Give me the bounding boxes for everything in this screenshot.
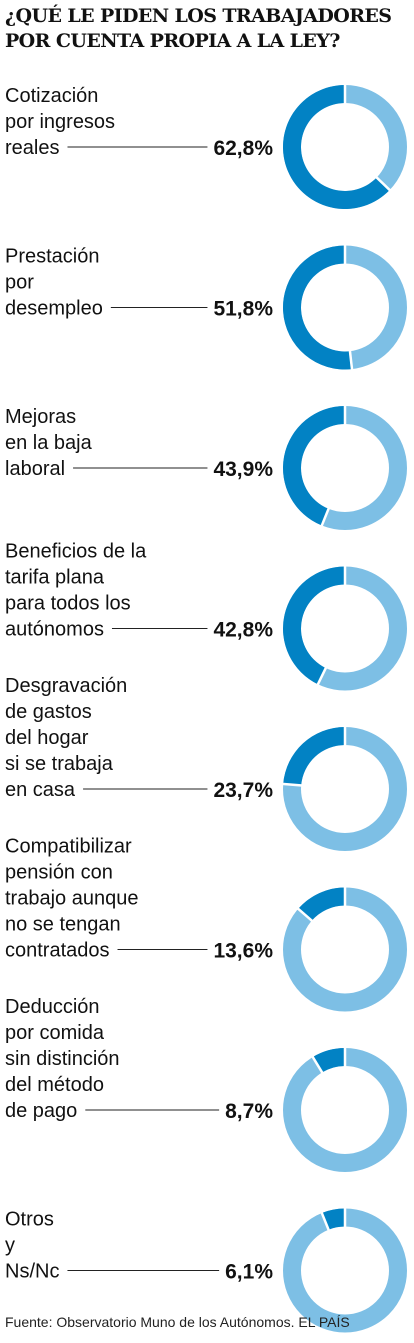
donut-value-arc <box>283 727 345 786</box>
source-credit: Fuente: Observatorio Muno de los Autónom… <box>5 1314 350 1330</box>
donut-value-arc <box>282 245 352 370</box>
category-label-line: si se trabaja <box>5 753 114 775</box>
donut-separator <box>375 175 392 192</box>
chart-title-line-2: POR CUENTA PROPIA A LA LEY? <box>5 30 340 52</box>
category-label-line: tarifa plana <box>5 567 105 589</box>
donut-separator <box>311 1055 324 1074</box>
percent-label: 51,8% <box>213 298 273 321</box>
category-label-line: contratados <box>5 940 110 962</box>
donut-value-arc <box>282 566 345 685</box>
donut-row: Compatibilizar pensión con trabajo aunque n… <box>5 836 407 1012</box>
category-label-line: Desgravación <box>5 675 127 697</box>
chart-title-line-1: ¿QUÉ LE PIDEN LOS TRABAJADORES <box>5 5 392 27</box>
category-label-line: trabajo aunque <box>5 888 138 910</box>
donut-value-arc <box>298 887 345 921</box>
percent-label: 13,6% <box>213 940 273 963</box>
category-label-line: en casa <box>5 779 76 801</box>
donut-separator <box>320 507 331 527</box>
category-label-line: autónomos <box>5 619 104 641</box>
category-label-line: sin distinción <box>5 1048 120 1070</box>
category-label-line: para todos los <box>5 593 131 615</box>
donut-separator <box>320 1211 331 1232</box>
category-label-line: del hogar <box>5 727 89 749</box>
category-label-line: de gastos <box>5 701 92 723</box>
donut-separator <box>282 782 303 787</box>
donut-row: Beneficios de la tarifa plana para todos l… <box>5 541 407 691</box>
donut-remainder-ring <box>283 1048 407 1172</box>
donut-value-arc <box>282 406 345 526</box>
category-label-line: Prestación <box>5 246 100 268</box>
category-label-line: Cotización <box>5 85 98 107</box>
percent-label: 62,8% <box>213 137 273 160</box>
category-label-line: Compatibilizar <box>5 836 132 858</box>
category-label-line: Mejoras <box>5 406 76 428</box>
donut-separator <box>316 666 328 686</box>
category-label-line: en la baja <box>5 432 93 454</box>
category-label-line: y <box>5 1235 15 1257</box>
category-label-line: laboral <box>5 458 65 480</box>
category-label-line: Beneficios de la <box>5 541 147 563</box>
donut-row: Otros y Ns/Nc 6,1% <box>5 1207 407 1333</box>
category-label-line: por <box>5 272 34 294</box>
donut-row: Mejoras en la baja laboral 43,9% <box>5 405 407 530</box>
donut-row: Prestación por desempleo 51,8% <box>5 244 407 371</box>
percent-label: 8,7% <box>225 1100 273 1123</box>
percent-label: 6,1% <box>225 1261 273 1284</box>
category-label-line: pensión con <box>5 862 113 884</box>
category-label-line: de pago <box>5 1100 77 1122</box>
category-label-line: por comida <box>5 1022 105 1044</box>
category-label-line: por ingresos <box>5 111 115 133</box>
category-label-line: Deducción <box>5 996 100 1018</box>
category-label-line: Otros <box>5 1209 54 1231</box>
donut-row: Deducción por comida sin distinción del mét… <box>5 996 407 1172</box>
donut-row: Desgravación de gastos del hogar si se trab… <box>5 675 407 851</box>
category-label-line: desempleo <box>5 298 103 320</box>
donut-row: Cotización por ingresos reales 62,8% <box>5 84 407 209</box>
percent-label: 23,7% <box>213 779 273 802</box>
percent-label: 43,9% <box>213 458 273 481</box>
chart-title: ¿QUÉ LE PIDEN LOS TRABAJADORES POR CUENT… <box>5 4 410 54</box>
donut-value-arc <box>282 85 390 209</box>
donut-separator <box>296 907 314 923</box>
category-label-line: del método <box>5 1074 104 1096</box>
donut-value-arc <box>312 1048 345 1073</box>
percent-label: 42,8% <box>213 619 273 642</box>
category-label-line: Ns/Nc <box>5 1261 59 1283</box>
donut-remainder-ring <box>283 1208 407 1333</box>
category-label-line: no se tengan <box>5 914 121 936</box>
category-label-line: reales <box>5 137 59 159</box>
donut-separator <box>348 350 354 371</box>
